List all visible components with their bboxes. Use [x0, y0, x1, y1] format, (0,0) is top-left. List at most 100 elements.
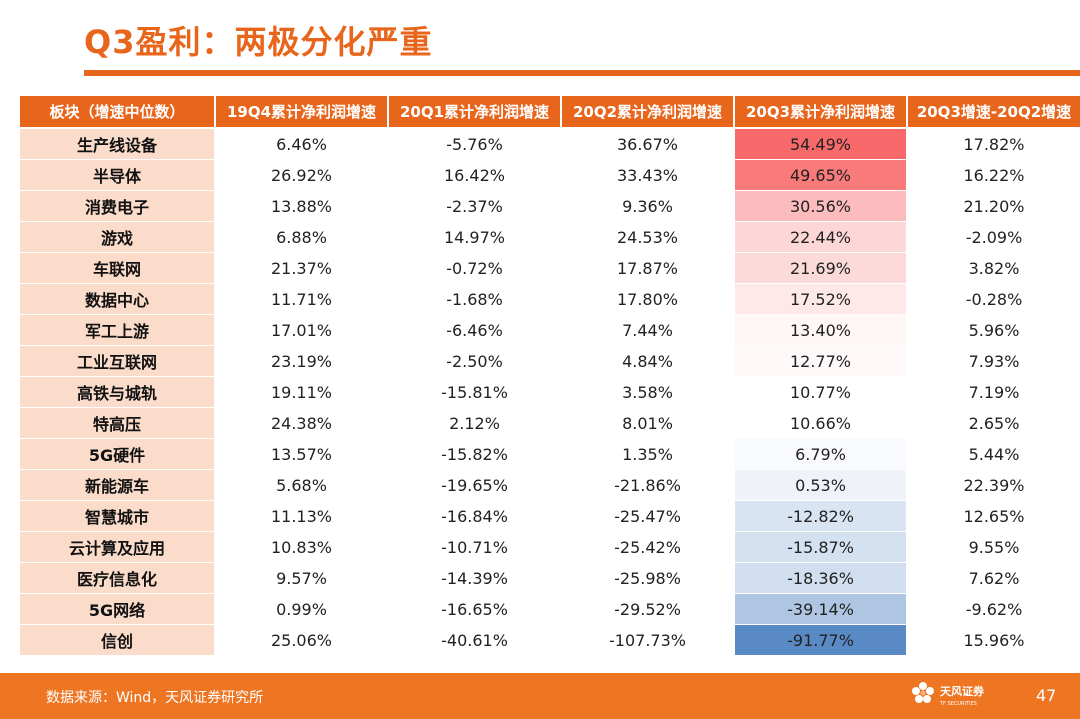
sector-cell: 云计算及应用 [20, 531, 215, 563]
data-source-note: 数据来源：Wind，天风证券研究所 [46, 690, 264, 706]
sector-cell: 生产线设备 [20, 128, 215, 160]
q4-2019-cell: 25.06% [214, 624, 388, 656]
q3-2020-cell: -91.77% [733, 624, 907, 656]
sector-cell: 信创 [20, 624, 215, 656]
q1-2020-cell: -40.61% [387, 624, 561, 656]
q3-2020-cell: 12.77% [733, 345, 907, 377]
table-row: 5G网络 0.99% -16.65% -29.52% -39.14% -9.62% [20, 593, 1080, 625]
q2-2020-cell: 8.01% [560, 407, 734, 439]
page-number: 47 [1036, 686, 1057, 705]
header-q3-minus-q2: 20Q3增速-20Q2增速 [906, 96, 1080, 129]
sector-cell: 半导体 [20, 159, 215, 191]
q1-2020-cell: -2.37% [387, 190, 561, 222]
q3-2020-cell: 10.77% [733, 376, 907, 408]
q3-2020-cell: 54.49% [733, 128, 907, 160]
sector-cell: 医疗信息化 [20, 562, 215, 594]
q1-2020-cell: -1.68% [387, 283, 561, 315]
q3-2020-cell: 21.69% [733, 252, 907, 284]
q4-2019-cell: 24.38% [214, 407, 388, 439]
sector-cell: 特高压 [20, 407, 215, 439]
q3-2020-cell: 49.65% [733, 159, 907, 191]
logo-subtext: TF SECURITIES [940, 701, 977, 707]
q3-2020-cell: -39.14% [733, 593, 907, 625]
q3-minus-q2-cell: 7.19% [906, 376, 1080, 408]
q3-2020-cell: 30.56% [733, 190, 907, 222]
q2-2020-cell: -21.86% [560, 469, 734, 501]
table-row: 军工上游 17.01% -6.46% 7.44% 13.40% 5.96% [20, 314, 1080, 346]
q2-2020-cell: -107.73% [560, 624, 734, 656]
q3-minus-q2-cell: -0.28% [906, 283, 1080, 315]
q3-2020-cell: 6.79% [733, 438, 907, 470]
q3-minus-q2-cell: 7.62% [906, 562, 1080, 594]
q2-2020-cell: 36.67% [560, 128, 734, 160]
q3-minus-q2-cell: -2.09% [906, 221, 1080, 253]
logo-text: 天风证券 [940, 685, 984, 698]
q3-minus-q2-cell: 16.22% [906, 159, 1080, 191]
sector-cell: 车联网 [20, 252, 215, 284]
sector-cell: 5G网络 [20, 593, 215, 625]
q3-minus-q2-cell: 7.93% [906, 345, 1080, 377]
q4-2019-cell: 6.46% [214, 128, 388, 160]
q2-2020-cell: 3.58% [560, 376, 734, 408]
table-row: 新能源车 5.68% -19.65% -21.86% 0.53% 22.39% [20, 469, 1080, 501]
q2-2020-cell: 17.87% [560, 252, 734, 284]
q3-minus-q2-cell: 9.55% [906, 531, 1080, 563]
table-row: 工业互联网 23.19% -2.50% 4.84% 12.77% 7.93% [20, 345, 1080, 377]
q1-2020-cell: -15.81% [387, 376, 561, 408]
q4-2019-cell: 13.57% [214, 438, 388, 470]
footer-band [0, 673, 1080, 719]
table-body: 生产线设备 6.46% -5.76% 36.67% 54.49% 17.82% 半导体 26.… [20, 128, 1080, 656]
q1-2020-cell: 14.97% [387, 221, 561, 253]
q3-minus-q2-cell: 15.96% [906, 624, 1080, 656]
q3-minus-q2-cell: -9.62% [906, 593, 1080, 625]
table-row: 游戏 6.88% 14.97% 24.53% 22.44% -2.09% [20, 221, 1080, 253]
q2-2020-cell: -25.42% [560, 531, 734, 563]
q1-2020-cell: 16.42% [387, 159, 561, 191]
table-header-row: 板块（增速中位数） 19Q4累计净利润增速 20Q1累计净利润增速 20Q2累计… [20, 96, 1080, 129]
q3-minus-q2-cell: 12.65% [906, 500, 1080, 532]
q1-2020-cell: -14.39% [387, 562, 561, 594]
q4-2019-cell: 11.71% [214, 283, 388, 315]
table-row: 高铁与城轨 19.11% -15.81% 3.58% 10.77% 7.19% [20, 376, 1080, 408]
q2-2020-cell: 9.36% [560, 190, 734, 222]
q3-2020-cell: 10.66% [733, 407, 907, 439]
table-row: 5G硬件 13.57% -15.82% 1.35% 6.79% 5.44% [20, 438, 1080, 470]
q4-2019-cell: 5.68% [214, 469, 388, 501]
sector-cell: 工业互联网 [20, 345, 215, 377]
q3-2020-cell: 13.40% [733, 314, 907, 346]
q4-2019-cell: 23.19% [214, 345, 388, 377]
sector-cell: 消费电子 [20, 190, 215, 222]
q3-2020-cell: 17.52% [733, 283, 907, 315]
q4-2019-cell: 26.92% [214, 159, 388, 191]
q1-2020-cell: -2.50% [387, 345, 561, 377]
q2-2020-cell: -25.47% [560, 500, 734, 532]
q3-2020-cell: -18.36% [733, 562, 907, 594]
table-row: 云计算及应用 10.83% -10.71% -25.42% -15.87% 9.55% [20, 531, 1080, 563]
q2-2020-cell: 4.84% [560, 345, 734, 377]
sector-cell: 新能源车 [20, 469, 215, 501]
header-20q1-growth: 20Q1累计净利润增速 [387, 96, 561, 129]
sector-cell: 数据中心 [20, 283, 215, 315]
slide-title: Q3盈利：两极分化严重 [84, 23, 433, 61]
q2-2020-cell: 17.80% [560, 283, 734, 315]
q1-2020-cell: -16.65% [387, 593, 561, 625]
q3-minus-q2-cell: 21.20% [906, 190, 1080, 222]
q4-2019-cell: 19.11% [214, 376, 388, 408]
q1-2020-cell: -5.76% [387, 128, 561, 160]
table-row: 数据中心 11.71% -1.68% 17.80% 17.52% -0.28% [20, 283, 1080, 315]
table-row: 特高压 24.38% 2.12% 8.01% 10.66% 2.65% [20, 407, 1080, 439]
q3-minus-q2-cell: 5.44% [906, 438, 1080, 470]
table-row: 半导体 26.92% 16.42% 33.43% 49.65% 16.22% [20, 159, 1080, 191]
q3-2020-cell: 0.53% [733, 469, 907, 501]
sector-cell: 军工上游 [20, 314, 215, 346]
header-19q4-growth: 19Q4累计净利润增速 [214, 96, 388, 129]
q3-2020-cell: -15.87% [733, 531, 907, 563]
sector-earnings-table: 板块（增速中位数） 19Q4累计净利润增速 20Q1累计净利润增速 20Q2累计… [20, 96, 1080, 656]
q3-minus-q2-cell: 22.39% [906, 469, 1080, 501]
q3-minus-q2-cell: 3.82% [906, 252, 1080, 284]
q1-2020-cell: -15.82% [387, 438, 561, 470]
q4-2019-cell: 11.13% [214, 500, 388, 532]
q3-minus-q2-cell: 17.82% [906, 128, 1080, 160]
q1-2020-cell: -16.84% [387, 500, 561, 532]
q2-2020-cell: 1.35% [560, 438, 734, 470]
